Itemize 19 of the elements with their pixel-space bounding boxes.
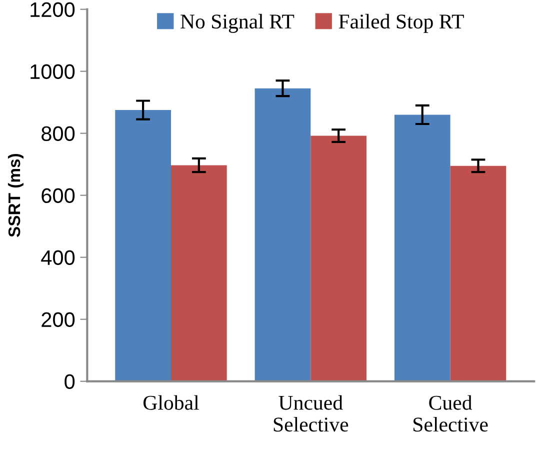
bar	[310, 136, 367, 382]
x-tick-label: Uncued Selective	[274, 395, 348, 432]
y-tick-label: 800	[42, 126, 75, 142]
bar	[394, 114, 450, 382]
x-tick-label: Cued Selective	[414, 395, 488, 432]
y-tick-label: 600	[42, 188, 75, 204]
x-tick-label: Global	[144, 395, 199, 410]
bar	[115, 110, 171, 382]
y-tick-label: 200	[42, 312, 75, 328]
y-tick-label: 1000	[30, 64, 75, 80]
y-tick-label: 0	[64, 374, 75, 390]
legend-label: Failed Stop RT	[338, 14, 464, 33]
legend-label: No Signal RT	[180, 14, 294, 33]
bar	[170, 165, 227, 382]
y-tick-label: 1200	[30, 2, 75, 18]
y-tick-label: 400	[41, 250, 75, 266]
y-axis-title: SSRT (ms)	[8, 154, 24, 237]
bar	[254, 88, 311, 382]
bar	[450, 166, 506, 382]
